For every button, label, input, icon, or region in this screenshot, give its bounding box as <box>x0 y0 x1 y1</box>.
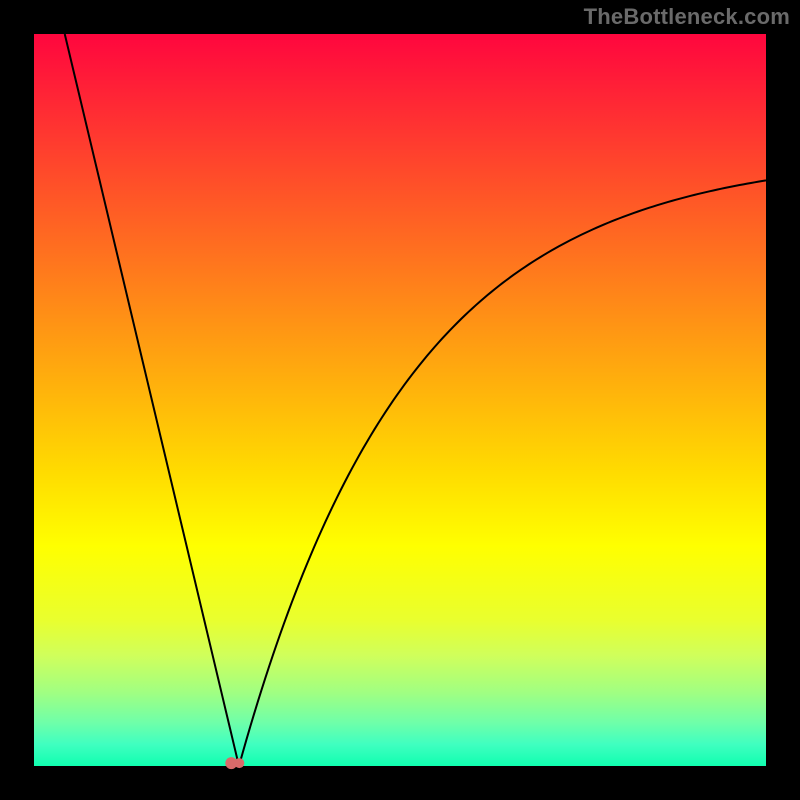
minimum-marker-dot <box>234 758 244 768</box>
plot-background <box>34 34 766 766</box>
watermark-text: TheBottleneck.com <box>584 4 790 30</box>
chart-svg <box>0 0 800 800</box>
chart-container: TheBottleneck.com <box>0 0 800 800</box>
minimum-marker <box>225 757 244 769</box>
